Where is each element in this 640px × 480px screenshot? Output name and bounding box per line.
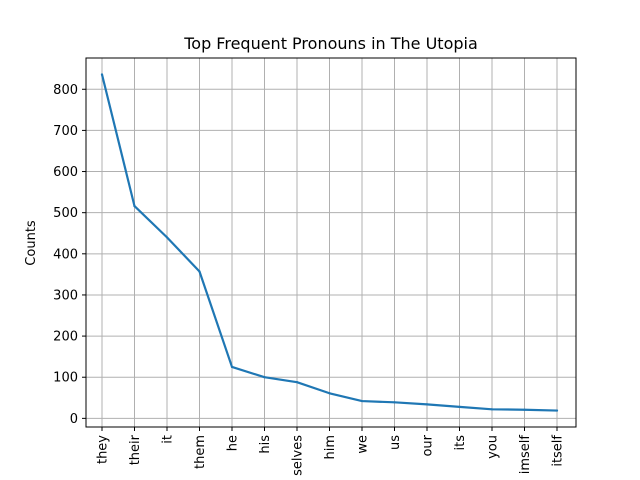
- y-tick-label: 0: [70, 412, 78, 427]
- x-tick-label: imself: [518, 435, 533, 475]
- x-tick-label: itself: [551, 435, 566, 467]
- data-point: [133, 204, 136, 208]
- data-point: [490, 408, 494, 411]
- y-tick-label: 700: [53, 124, 78, 139]
- x-tick-label: our: [421, 434, 436, 456]
- x-tick-label: its: [453, 435, 468, 451]
- data-point: [263, 376, 266, 379]
- data-point: [230, 365, 234, 369]
- y-tick-label: 600: [53, 165, 78, 180]
- data-point: [100, 73, 104, 76]
- y-tick-label: 500: [53, 206, 78, 221]
- tick-layer: they their it them he his selves him we us our its y…: [53, 83, 565, 476]
- data-point: [198, 270, 201, 273]
- x-tick-label: we: [356, 435, 371, 454]
- x-tick-label: it: [161, 435, 176, 444]
- data-point: [393, 401, 396, 404]
- y-axis-label: Counts: [24, 220, 39, 266]
- data-point: [165, 236, 169, 239]
- data-point: [328, 392, 331, 395]
- y-tick-label: 200: [53, 330, 78, 345]
- chart-title: Top Frequent Pronouns in The Utopia: [183, 34, 478, 53]
- x-tick-label: he: [226, 435, 241, 451]
- data-point: [523, 408, 526, 411]
- series-layer: [100, 73, 559, 412]
- x-tick-label: they: [96, 435, 111, 464]
- data-point: [295, 381, 299, 384]
- x-tick-label: their: [128, 434, 143, 465]
- data-point: [458, 405, 461, 408]
- data-point: [425, 403, 429, 406]
- y-tick-label: 800: [53, 83, 78, 98]
- x-tick-label: them: [193, 435, 208, 469]
- x-tick-label: you: [486, 435, 501, 459]
- data-point: [555, 409, 559, 412]
- x-tick-label: selves: [291, 435, 306, 476]
- x-tick-label: him: [323, 435, 338, 460]
- y-tick-label: 100: [53, 371, 78, 386]
- x-tick-label: his: [258, 435, 273, 454]
- data-point: [360, 399, 364, 403]
- x-tick-label: us: [388, 435, 403, 450]
- y-tick-label: 400: [53, 247, 78, 262]
- plot-frame: [85, 57, 577, 428]
- grid-layer: [86, 58, 576, 427]
- y-tick-label: 300: [53, 288, 78, 303]
